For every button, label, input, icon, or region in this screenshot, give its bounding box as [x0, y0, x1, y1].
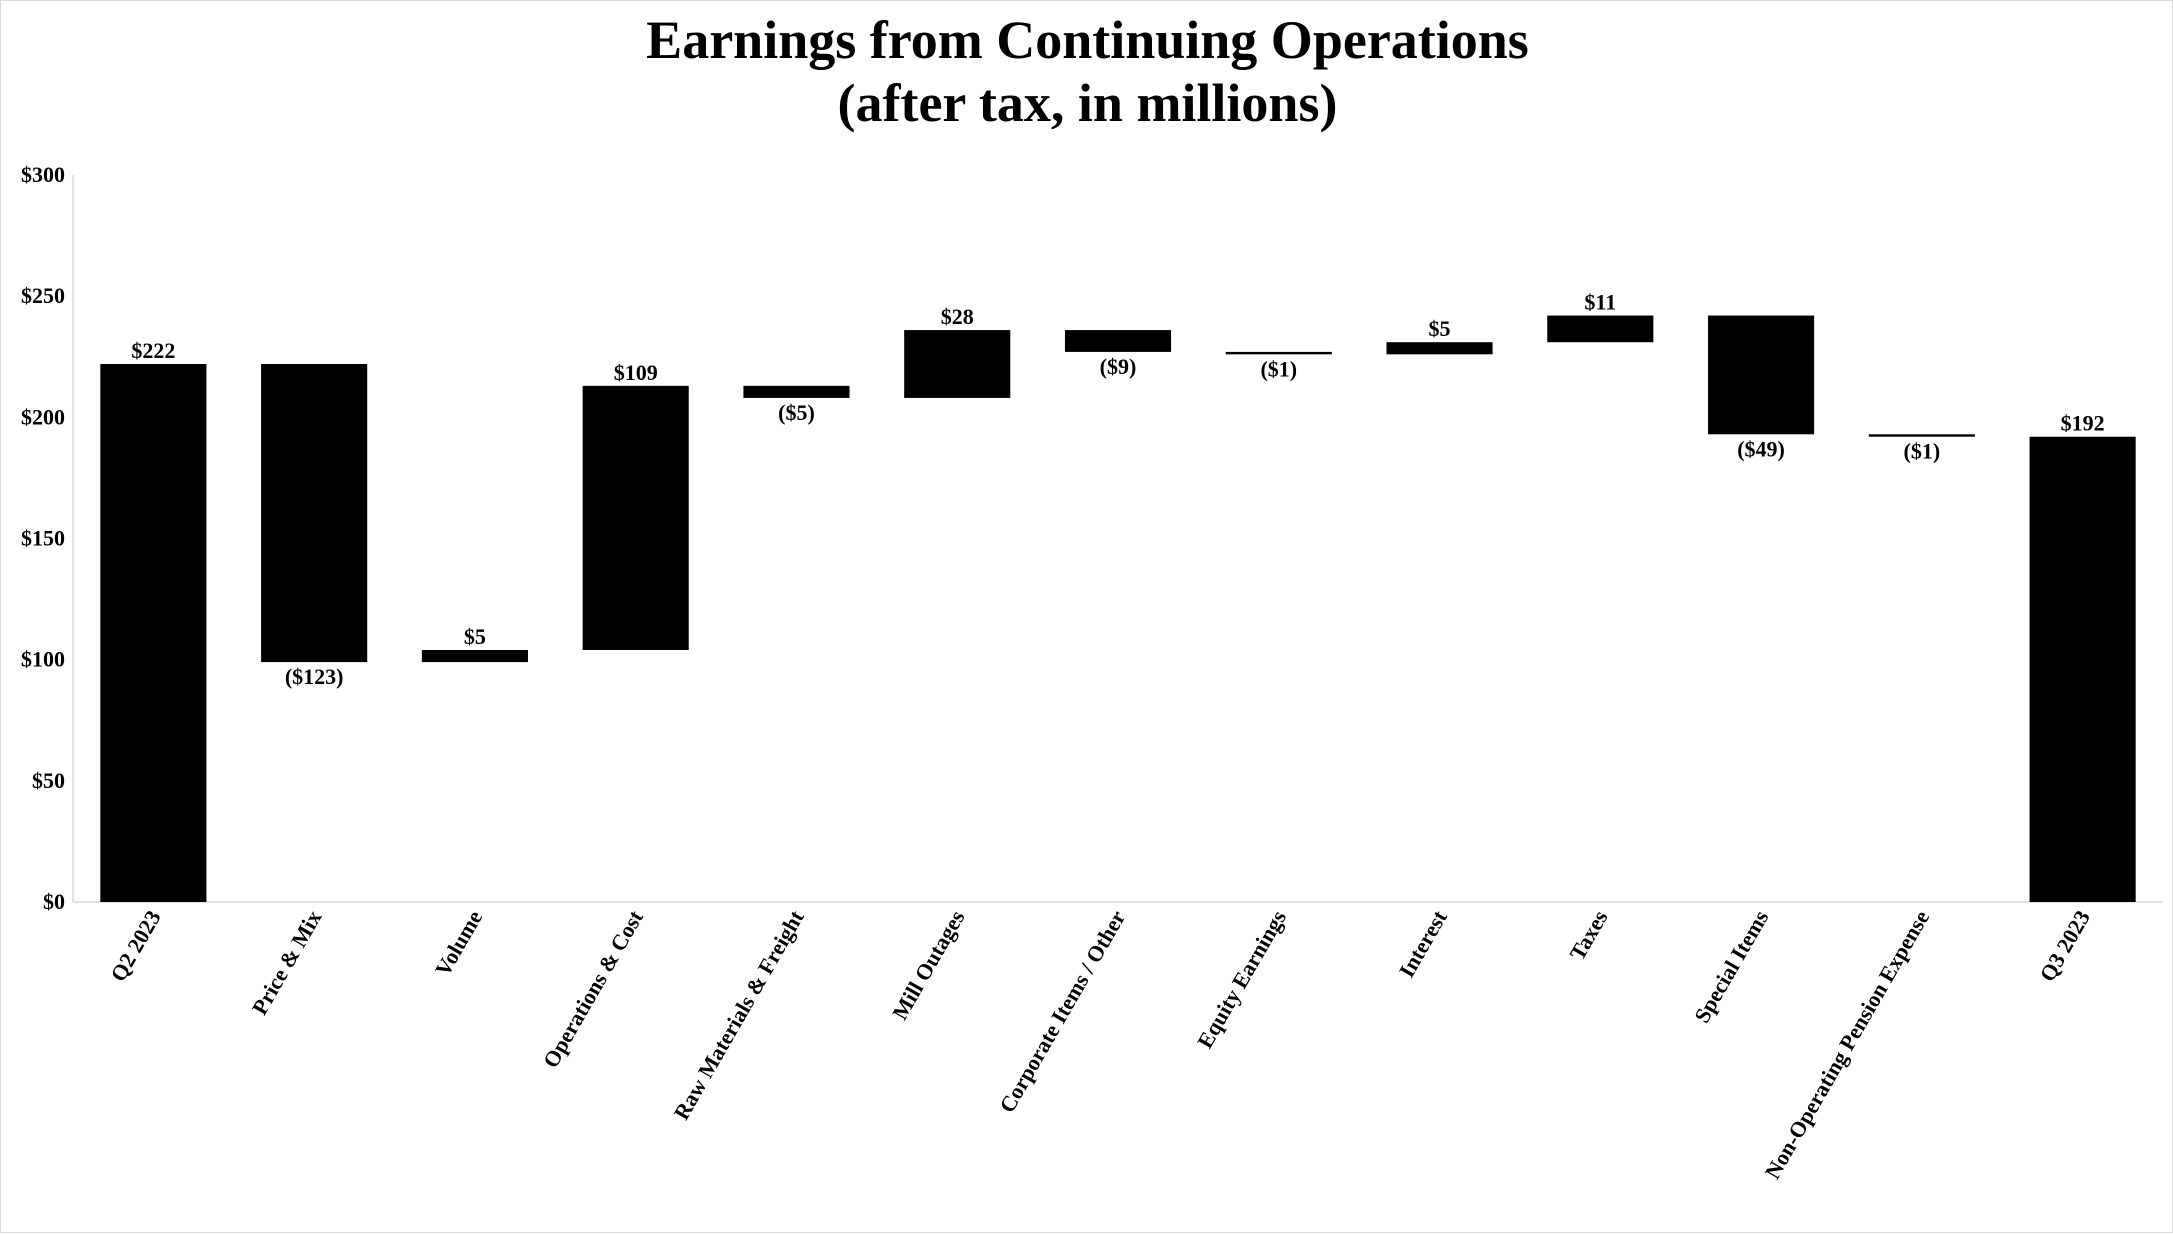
x-tick-label: Operations & Cost [538, 905, 649, 1072]
x-tick-label: Equity Earnings [1192, 906, 1291, 1053]
data-label: $28 [941, 304, 974, 329]
chart-title-line-1: Earnings from Continuing Operations [646, 10, 1529, 70]
y-tick-label: $50 [32, 768, 65, 793]
bar [1547, 315, 1654, 343]
x-tick-label: Taxes [1564, 906, 1612, 965]
data-label: ($123) [285, 664, 344, 689]
data-label: $11 [1584, 290, 1616, 315]
y-tick-label: $100 [21, 647, 65, 672]
x-tick-label: Corporate Items / Other [994, 906, 1130, 1117]
bar [743, 385, 850, 398]
data-label: ($9) [1100, 354, 1137, 379]
data-label: $109 [614, 360, 658, 385]
data-label: ($1) [1260, 356, 1297, 381]
y-tick-label: $250 [21, 283, 65, 308]
bar [261, 364, 368, 663]
data-label: $5 [464, 624, 486, 649]
x-tick-label: Q2 2023 [105, 906, 165, 986]
y-tick-label: $200 [21, 404, 65, 429]
data-label: ($1) [1904, 439, 1941, 464]
x-tick-label: Volume [430, 906, 487, 980]
bar [1868, 434, 1975, 437]
x-tick-label: Non-Operating Pension Expense [1760, 906, 1935, 1183]
bar [1386, 342, 1493, 355]
x-tick-label: Q3 2023 [2034, 906, 2094, 986]
data-label: $5 [1429, 316, 1451, 341]
data-label: $222 [131, 338, 175, 363]
data-label: $192 [2061, 411, 2105, 436]
chart-title: Earnings from Continuing Operations (aft… [1, 9, 2173, 135]
bar [421, 649, 528, 663]
bar [1225, 351, 1332, 355]
y-tick-label: $300 [21, 162, 65, 187]
bar [1064, 330, 1172, 352]
y-tick-label: $150 [21, 526, 65, 551]
x-tick-label: Special Items [1689, 906, 1774, 1027]
x-tick-label: Mill Outages [887, 906, 970, 1024]
x-tick-label: Interest [1394, 905, 1452, 981]
y-tick-label: $0 [43, 889, 65, 914]
bar [2029, 436, 2136, 902]
x-tick-label: Raw Materials & Freight [669, 905, 810, 1124]
x-tick-label: Price & Mix [247, 906, 327, 1019]
data-label: ($49) [1737, 436, 1785, 461]
bar [582, 385, 689, 650]
bar [904, 330, 1011, 398]
bar [100, 364, 207, 902]
data-label: ($5) [778, 400, 815, 425]
chart-title-line-2: (after tax, in millions) [837, 73, 1338, 133]
bar [1708, 315, 1815, 435]
